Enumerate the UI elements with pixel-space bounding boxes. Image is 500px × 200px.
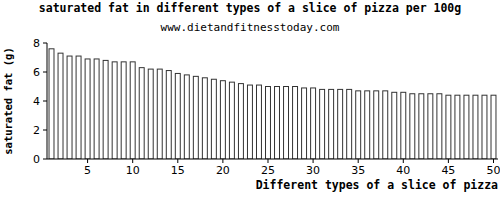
bar <box>320 89 325 159</box>
bar <box>392 92 397 159</box>
bar <box>284 87 289 160</box>
x-tick <box>87 159 88 163</box>
x-tick-label: 45 <box>441 164 455 177</box>
x-tick <box>222 159 223 163</box>
x-tick-label: 35 <box>351 164 365 177</box>
y-tick <box>43 159 47 160</box>
bar <box>374 91 379 159</box>
bar <box>356 91 361 159</box>
y-tick <box>43 43 47 44</box>
bar <box>94 59 99 159</box>
x-tick-label: 40 <box>396 164 410 177</box>
bar <box>58 53 63 159</box>
x-tick-label: 30 <box>306 164 320 177</box>
x-tick <box>132 159 133 163</box>
x-tick <box>448 159 449 163</box>
bar <box>365 91 370 159</box>
bar <box>482 95 487 159</box>
y-tick-label: 6 <box>33 66 40 79</box>
bar <box>211 79 216 159</box>
title: saturated fat in different types of a sl… <box>39 1 461 15</box>
bar <box>256 85 261 159</box>
bar <box>266 87 271 160</box>
bar <box>112 62 117 159</box>
bar <box>329 89 334 159</box>
x-tick <box>267 159 268 163</box>
bar <box>148 69 153 159</box>
bar <box>166 71 171 159</box>
bar <box>311 88 316 159</box>
x-tick-label: 50 <box>486 164 500 177</box>
bar <box>121 62 126 159</box>
y-tick-label: 2 <box>33 124 40 137</box>
chart: saturated fat in different types of a sl… <box>0 0 500 200</box>
bar <box>275 87 280 160</box>
x-tick-label: 10 <box>126 164 140 177</box>
bar <box>85 59 90 159</box>
y-tick <box>43 72 47 73</box>
bar <box>238 84 243 159</box>
bar <box>184 75 189 159</box>
y-tick <box>43 101 47 102</box>
bar <box>410 94 415 159</box>
bar <box>293 87 298 160</box>
y-axis-label: saturated fat (g) <box>2 47 14 154</box>
bar <box>491 95 496 159</box>
bar <box>455 95 460 159</box>
x-tick-label: 15 <box>171 164 185 177</box>
bar <box>338 89 343 159</box>
bar <box>383 91 388 159</box>
x-tick <box>177 159 178 163</box>
x-tick <box>403 159 404 163</box>
y-tick <box>43 130 47 131</box>
bar <box>130 62 135 159</box>
bar <box>103 60 108 159</box>
x-axis-label: Different types of a slice of pizza <box>256 178 498 192</box>
x-tick <box>313 159 314 163</box>
bar <box>193 76 198 159</box>
bar <box>347 89 352 159</box>
bar <box>446 95 451 159</box>
x-axis <box>47 159 498 160</box>
bar <box>437 94 442 159</box>
bar <box>247 85 252 159</box>
bar <box>428 94 433 159</box>
bar <box>419 94 424 159</box>
bar <box>139 68 144 159</box>
bar <box>67 56 72 159</box>
y-tick-label: 0 <box>33 153 40 166</box>
x-tick-label: 25 <box>261 164 275 177</box>
bar <box>473 95 478 159</box>
subtitle: www.dietandfitnesstoday.com <box>161 21 340 34</box>
y-tick-label: 8 <box>33 37 40 50</box>
bar <box>464 95 469 159</box>
x-tick-label: 5 <box>84 164 91 177</box>
x-tick <box>358 159 359 163</box>
bar <box>401 92 406 159</box>
bar <box>157 69 162 159</box>
bar <box>229 82 234 159</box>
bar <box>76 56 81 159</box>
bar <box>49 49 54 159</box>
bar <box>302 88 307 159</box>
bar <box>202 78 207 159</box>
bars <box>49 49 496 159</box>
x-tick-label: 20 <box>216 164 230 177</box>
bar <box>175 73 180 159</box>
bar <box>220 81 225 159</box>
y-tick-label: 4 <box>33 95 40 108</box>
x-tick <box>493 159 494 163</box>
